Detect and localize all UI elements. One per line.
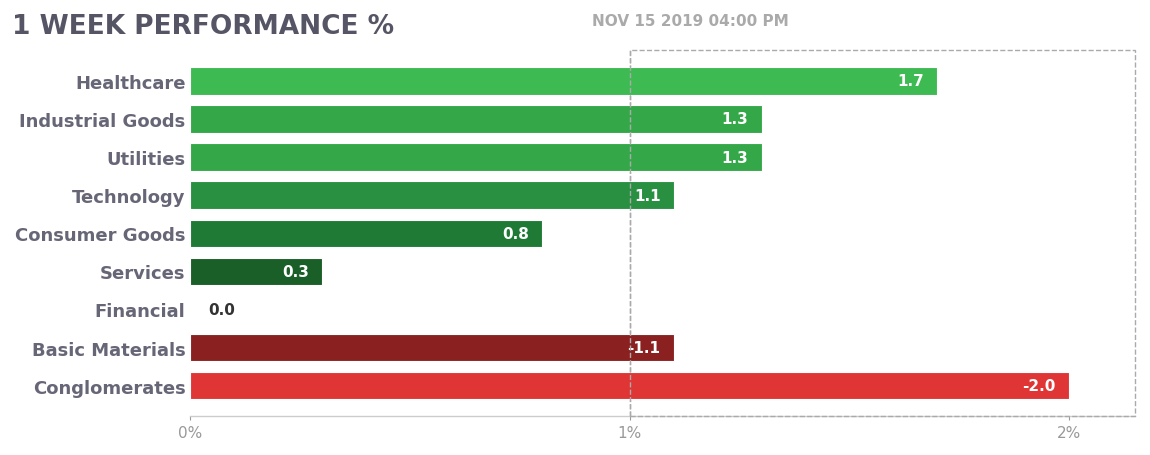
Bar [191, 182, 674, 209]
Bar [191, 68, 937, 95]
Text: 0.3: 0.3 [282, 264, 309, 279]
Text: 1.3: 1.3 [721, 150, 749, 165]
Bar [191, 334, 674, 361]
Text: 1 WEEK PERFORMANCE %: 1 WEEK PERFORMANCE % [12, 14, 393, 40]
Text: -2.0: -2.0 [1022, 378, 1056, 393]
Text: 0.8: 0.8 [501, 226, 529, 241]
Text: 1.7: 1.7 [897, 74, 925, 89]
Bar [191, 220, 542, 248]
Bar [191, 106, 761, 133]
Text: -1.1: -1.1 [628, 340, 660, 355]
Text: NOV 15 2019 04:00 PM: NOV 15 2019 04:00 PM [591, 14, 789, 29]
Bar [191, 372, 1070, 399]
Text: 1.1: 1.1 [634, 188, 660, 203]
Bar [191, 258, 322, 285]
Text: 0.0: 0.0 [208, 302, 235, 317]
Text: 1.3: 1.3 [721, 112, 749, 127]
Bar [191, 144, 761, 172]
